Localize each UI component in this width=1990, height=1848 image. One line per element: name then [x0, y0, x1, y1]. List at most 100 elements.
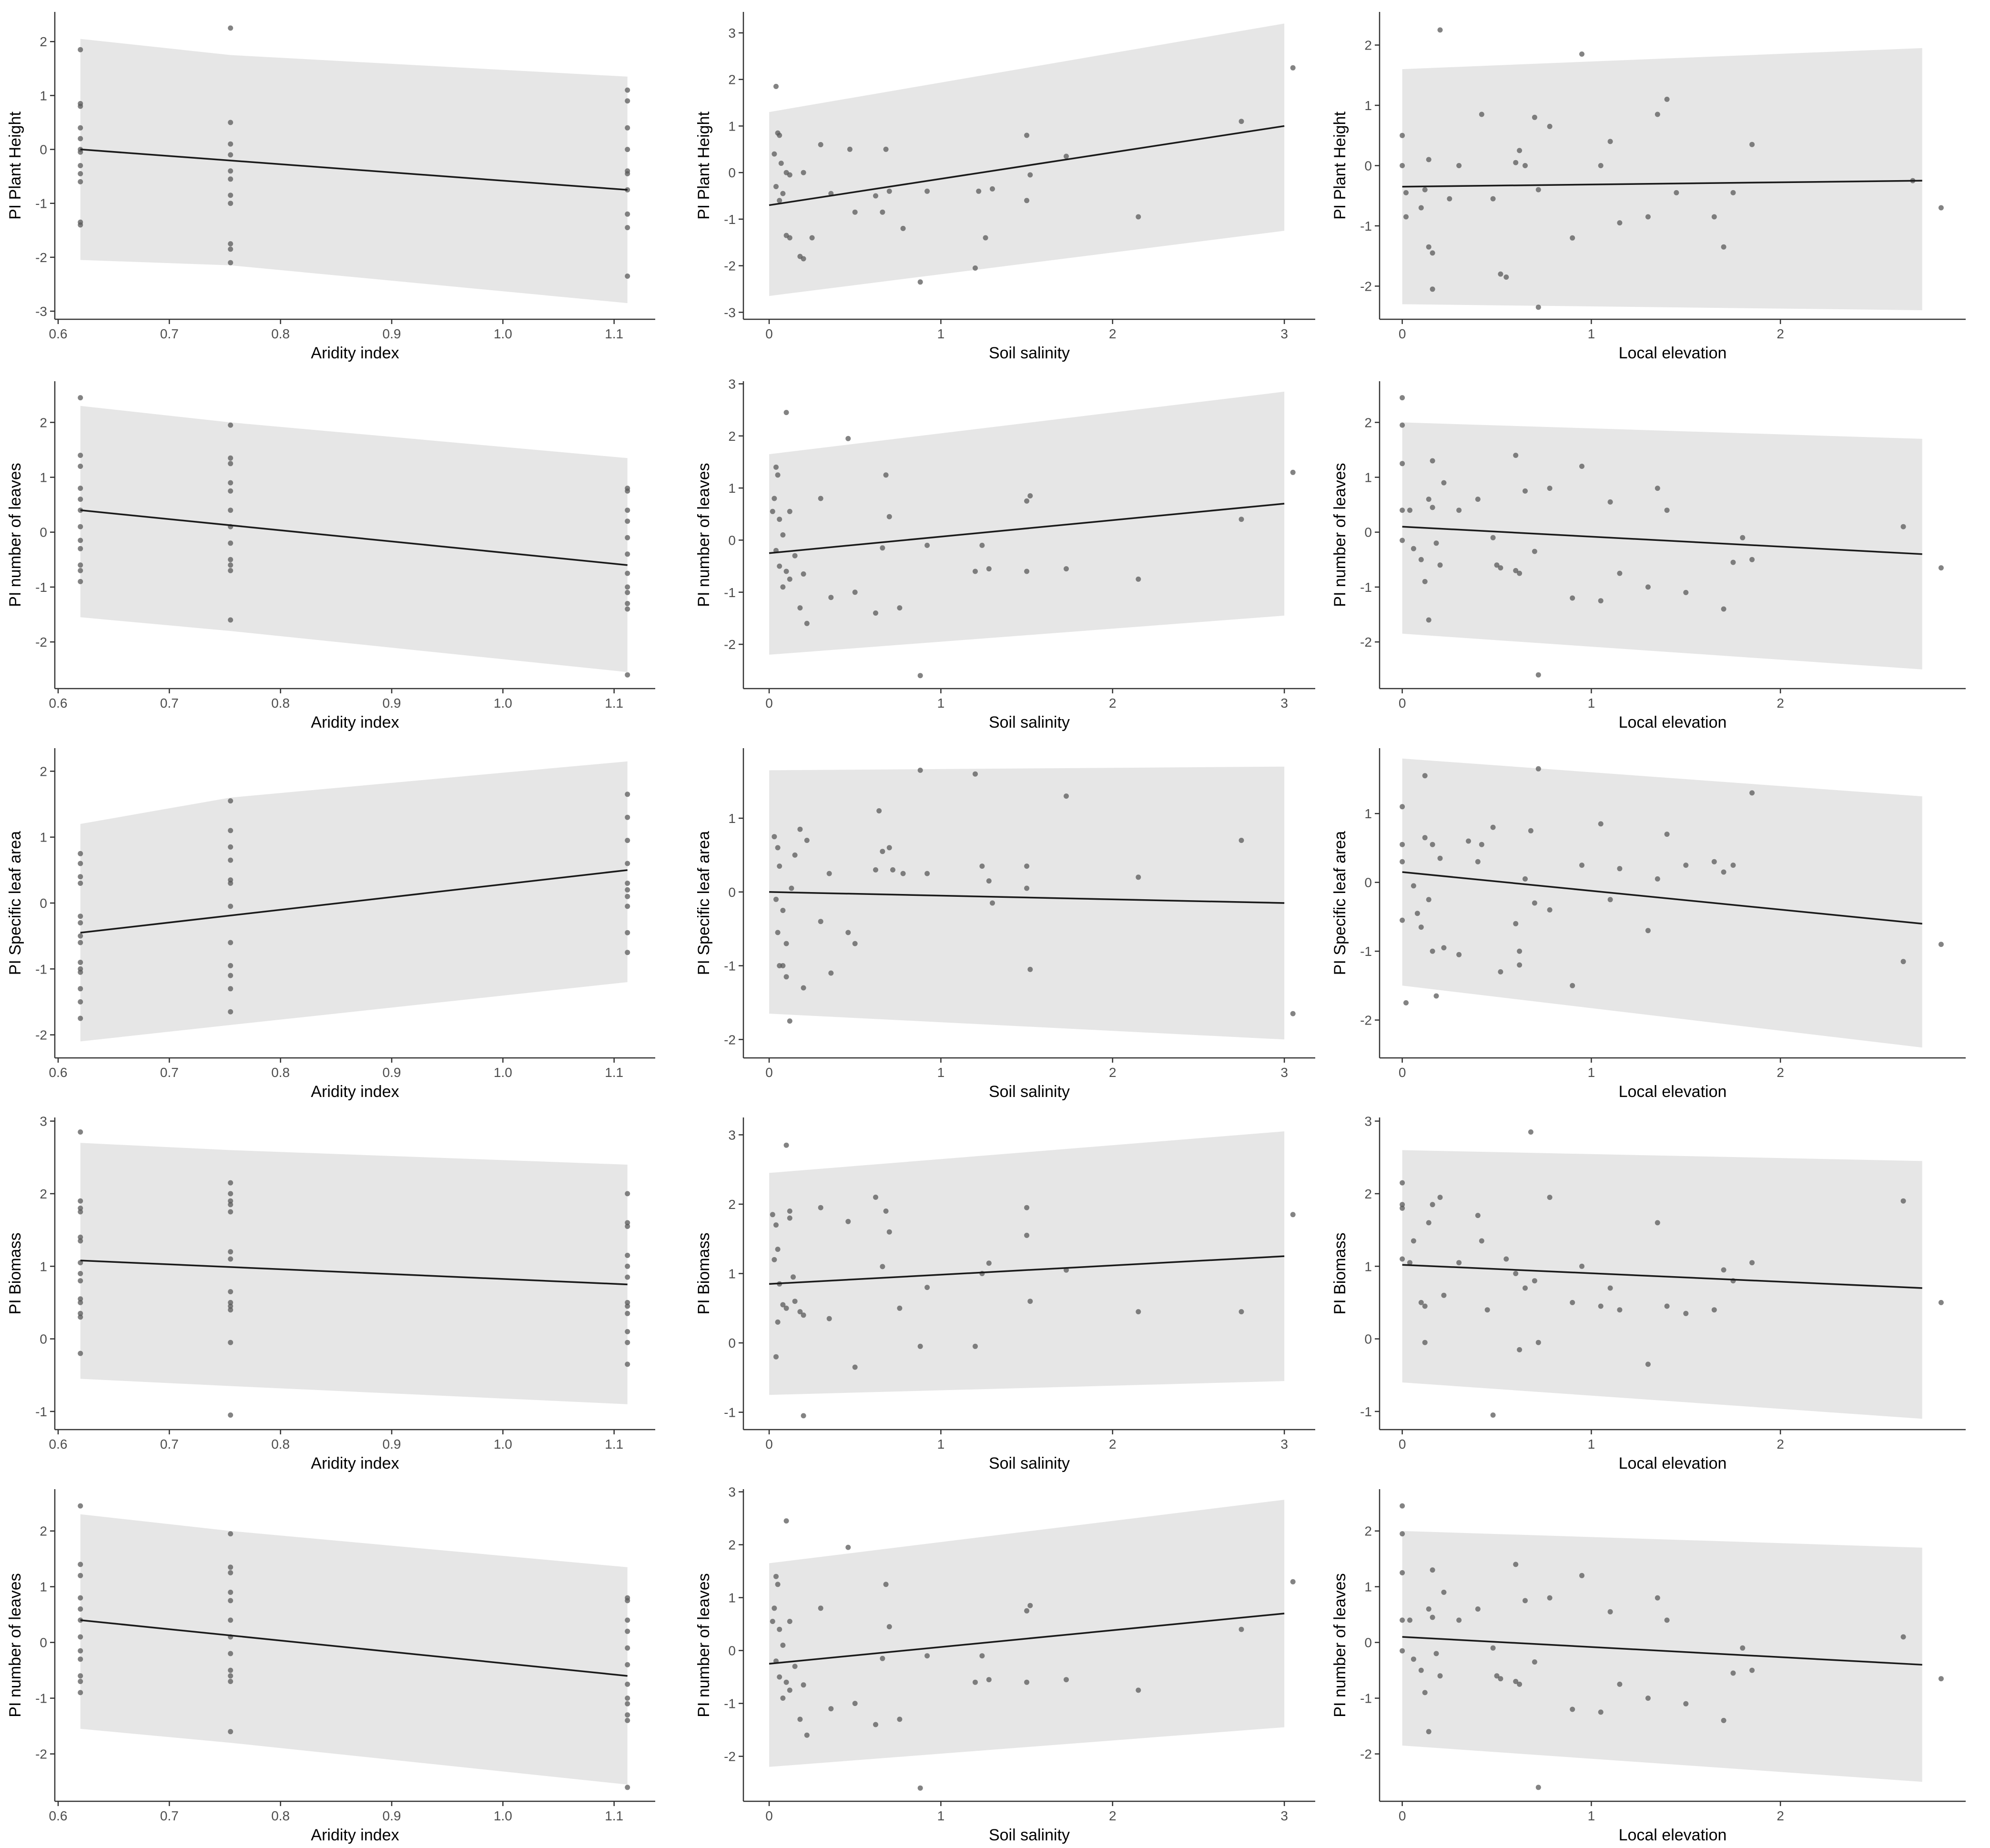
y-tick-label: 0 [40, 1635, 47, 1650]
data-point [78, 1209, 83, 1215]
y-tick-label: -2 [35, 250, 47, 265]
data-point [78, 1606, 83, 1612]
data-point [1479, 842, 1484, 847]
data-point [625, 518, 630, 524]
data-point [1418, 1667, 1424, 1673]
data-point [78, 874, 83, 880]
y-tick-label: -2 [724, 1032, 736, 1047]
data-point [1513, 921, 1519, 926]
data-point [804, 838, 810, 843]
data-point [770, 508, 775, 514]
data-point [1400, 508, 1405, 513]
data-point [1664, 832, 1670, 837]
data-point [1441, 1589, 1447, 1595]
data-point [826, 1316, 832, 1321]
data-point [228, 1307, 234, 1313]
data-point [883, 146, 889, 152]
data-point [1683, 863, 1689, 868]
y-tick-label: -1 [724, 212, 736, 227]
data-point [1655, 112, 1660, 117]
y-tick-label: -2 [1360, 635, 1372, 650]
data-point [828, 595, 834, 600]
data-point [1721, 1267, 1726, 1273]
data-point [818, 496, 823, 501]
data-point [1422, 1303, 1428, 1309]
data-point [818, 919, 823, 924]
data-point [783, 941, 789, 946]
panel-1-2: 0 1 2 3 -3 -2 -1 0 1 2 3 Soil salinity PI Plant Heig… [695, 12, 1315, 362]
data-point [78, 497, 83, 502]
data-point [228, 557, 234, 562]
data-point [625, 1361, 630, 1367]
x-tick-label: 1.0 [494, 1437, 512, 1452]
data-point [1437, 1673, 1443, 1679]
data-point [1749, 790, 1755, 796]
data-point [78, 1198, 83, 1204]
data-point [1547, 1195, 1553, 1200]
panel-1-3: 0 1 2 -2 -1 0 1 2 Local elevation PI Plant Height [1331, 12, 1966, 362]
y-tick-label: -1 [1360, 1404, 1372, 1419]
x-tick-label: 0 [1399, 1808, 1406, 1823]
y-axis-title: PI Plant Height [695, 112, 713, 220]
data-point [1400, 132, 1405, 138]
data-point [873, 1194, 878, 1200]
data-point [1426, 897, 1432, 903]
data-point [228, 963, 234, 968]
data-point [783, 569, 789, 574]
data-point [1513, 1562, 1519, 1567]
data-point [1433, 993, 1439, 999]
x-axis-title: Aridity index [311, 344, 399, 362]
x-tick-label: 0.9 [383, 696, 401, 711]
data-point [873, 193, 878, 199]
data-point [1523, 1598, 1528, 1604]
panel-4-2: 0 1 2 3 -1 0 1 2 3 Soil salinity PI Biomass [695, 1117, 1315, 1472]
data-point [78, 1690, 83, 1696]
data-point [78, 538, 83, 543]
x-tick-label: 2 [1777, 1437, 1784, 1452]
data-point [775, 472, 781, 478]
y-axis-title: PI number of leaves [6, 1573, 24, 1717]
data-point [797, 826, 803, 832]
data-point [900, 225, 906, 231]
y-tick-label: -3 [724, 305, 736, 320]
data-point [1430, 250, 1435, 256]
data-point [625, 1662, 630, 1667]
data-point [1664, 1303, 1670, 1309]
data-point [826, 871, 832, 876]
data-point [625, 1645, 630, 1651]
x-tick-label: 0.7 [160, 696, 179, 711]
data-point [1900, 1198, 1906, 1204]
data-point [1523, 488, 1528, 494]
y-tick-label: 0 [1364, 159, 1372, 173]
data-point [845, 930, 851, 935]
data-point [1617, 1681, 1623, 1687]
panel-2-1: 0.6 0.7 0.8 0.9 1.0 1.1 -2 -1 0 1 2 Aridity index PI… [6, 381, 655, 731]
data-point [625, 887, 630, 893]
x-tick-label: 1 [1588, 1065, 1595, 1080]
data-point [1721, 1717, 1726, 1723]
data-point [625, 1300, 630, 1305]
data-point [78, 1300, 83, 1305]
data-point [228, 1340, 234, 1345]
data-point [775, 1247, 781, 1252]
data-point [78, 1562, 83, 1567]
x-tick-label: 0.6 [49, 1808, 68, 1823]
x-axis-title: Local elevation [1619, 1083, 1727, 1101]
data-point [1426, 1220, 1432, 1226]
confidence-ribbon [80, 406, 628, 672]
data-point [228, 193, 234, 198]
x-tick-label: 1.0 [494, 326, 512, 341]
data-point [1523, 876, 1528, 882]
data-point [228, 241, 234, 247]
data-point [1407, 508, 1412, 513]
data-point [78, 914, 83, 919]
y-tick-label: -1 [35, 1691, 47, 1706]
x-tick-label: 3 [1280, 696, 1288, 711]
data-point [1535, 305, 1541, 310]
data-point [1433, 540, 1439, 546]
y-axis-title: PI Plant Height [1331, 112, 1349, 220]
data-point [78, 464, 83, 469]
data-point [1740, 1645, 1746, 1651]
data-point [625, 589, 630, 595]
y-tick-label: 1 [40, 830, 47, 845]
